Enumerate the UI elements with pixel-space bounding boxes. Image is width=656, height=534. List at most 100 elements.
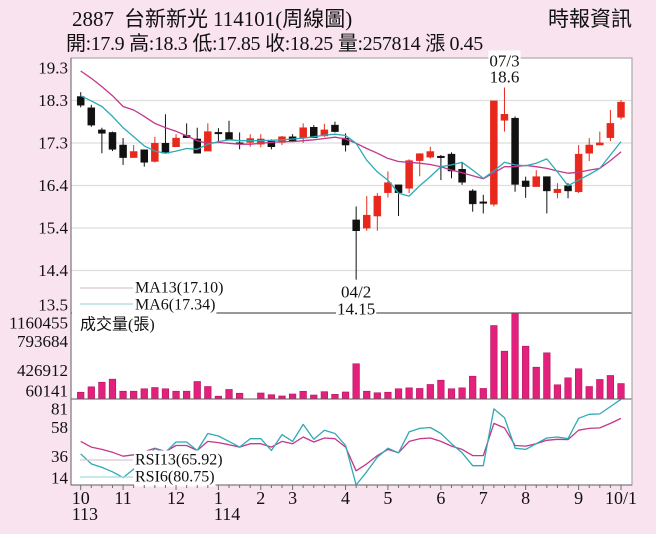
volume-bar <box>447 388 456 400</box>
candle <box>585 138 593 162</box>
volume-bar <box>288 393 297 400</box>
volume-bar <box>394 388 403 400</box>
candle <box>267 139 276 150</box>
candle <box>468 189 477 212</box>
candle <box>479 194 488 214</box>
low-annotation-date: 04/2 <box>341 283 371 302</box>
price-axis-label: 14.4 <box>38 261 68 280</box>
month-label: 2 <box>256 488 265 508</box>
stat-label: 量: <box>337 33 363 55</box>
candle <box>119 138 127 165</box>
candle <box>140 149 149 167</box>
candle-body <box>140 149 149 163</box>
month-label: 8 <box>521 488 530 508</box>
stat-volume: 量:257814 <box>337 33 421 55</box>
candle <box>214 128 223 142</box>
volume-bar <box>161 388 170 400</box>
ohlc-summary: 開:17.9 高:18.3 低:17.85 收:18.25 量:257814 漲 0.45 <box>66 32 488 56</box>
volume-bar <box>119 390 127 400</box>
candle <box>87 104 96 127</box>
month-label: 7 <box>479 488 488 508</box>
stat-close: 收:18.25 <box>265 33 333 55</box>
candle-body <box>468 190 477 205</box>
volume-axis-label: 60141 <box>26 382 69 401</box>
candle-body <box>384 182 392 193</box>
candle-body <box>352 219 360 231</box>
candle <box>352 206 360 280</box>
month-label: 10 <box>72 488 90 508</box>
label-background <box>134 450 224 470</box>
candle <box>458 162 466 185</box>
volume-bar <box>585 386 593 400</box>
candle-body <box>225 132 233 140</box>
candle-body <box>606 123 615 138</box>
candle-body <box>415 153 424 161</box>
volume-bar <box>575 368 583 400</box>
candle <box>617 99 625 120</box>
volume-bar <box>257 392 265 400</box>
month-label: 4 <box>341 488 350 508</box>
candle-body <box>299 127 307 139</box>
candle-body <box>119 144 127 158</box>
month-label: 1 <box>214 488 223 508</box>
candle <box>204 123 212 152</box>
year-label: 113 <box>72 504 98 524</box>
stock-code: 2887 <box>72 7 114 31</box>
volume-bar <box>373 392 381 400</box>
volume-bar <box>204 386 212 400</box>
candle <box>521 176 530 198</box>
month-label: 6 <box>436 488 445 508</box>
stat-open: 開:17.9 <box>66 33 125 55</box>
volume-bar <box>236 392 244 400</box>
volume-bar <box>522 345 530 400</box>
price-axis-label: 16.4 <box>38 176 68 195</box>
volume-axis-label: 426912 <box>17 361 68 380</box>
volume-bar <box>469 375 477 400</box>
candle <box>310 125 318 139</box>
candle <box>606 109 615 142</box>
stat-value: 257814 <box>362 33 421 55</box>
month-label: 10/1 <box>605 488 637 508</box>
label-backgrounds <box>72 50 521 487</box>
candle <box>500 87 509 132</box>
volume-bar <box>416 388 424 400</box>
high-annotation-value: 18.6 <box>490 68 520 87</box>
chart-title: 2887 台新新光 114101(周線圖) <box>72 7 352 31</box>
volume-bar <box>490 325 498 400</box>
candle <box>532 170 540 187</box>
candle-body <box>76 96 85 106</box>
volume-bar <box>172 390 180 400</box>
candle-body <box>585 144 593 154</box>
candle-body <box>405 160 413 189</box>
candle-body <box>267 140 276 148</box>
candle-body <box>479 201 488 204</box>
candle <box>405 159 413 194</box>
price-axis-label: 15.4 <box>38 219 68 238</box>
volume-bar <box>606 375 615 400</box>
candle-body <box>500 114 509 121</box>
volume-bar <box>183 390 191 400</box>
candle <box>373 193 382 231</box>
volume-bar <box>532 366 540 400</box>
chart-period: 114101(周線圖) <box>213 7 353 31</box>
candle-body <box>257 138 265 145</box>
volume-bar <box>500 350 509 400</box>
month-label: 11 <box>114 488 131 508</box>
stat-value: 17.85 <box>217 33 261 55</box>
price-axis-label: 18.3 <box>38 91 68 110</box>
candle <box>511 116 519 192</box>
rsi13-legend-label: RSI13(65.92) <box>135 452 223 469</box>
volume-axis-label: 1160455 <box>9 314 68 333</box>
source-label: 時報資訊 <box>548 7 632 31</box>
ma13-legend-label: MA13(17.10) <box>135 280 223 297</box>
candle-body <box>87 107 96 126</box>
label-background <box>488 66 521 88</box>
candle-body <box>596 142 604 146</box>
candle-body <box>426 151 435 158</box>
price-axis-label: 17.3 <box>38 134 68 153</box>
volume-bar <box>479 388 487 400</box>
candle <box>331 121 339 133</box>
volume-axis-label: 793684 <box>17 332 69 351</box>
rsi6-legend-label: RSI6(80.75) <box>135 469 215 486</box>
